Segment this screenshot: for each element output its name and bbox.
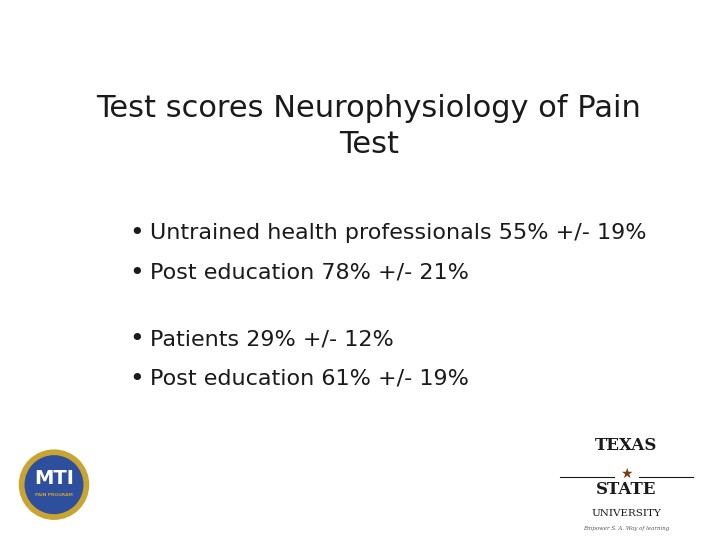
Text: ★: ★ <box>620 467 633 481</box>
Text: UNIVERSITY: UNIVERSITY <box>591 509 662 518</box>
Circle shape <box>25 456 83 514</box>
Text: •: • <box>129 367 144 391</box>
Text: •: • <box>129 221 144 245</box>
Text: •: • <box>129 261 144 285</box>
Text: Empower S. A. Way of learning: Empower S. A. Way of learning <box>583 525 670 530</box>
Text: Test scores Neurophysiology of Pain
Test: Test scores Neurophysiology of Pain Test <box>96 94 642 159</box>
Text: Post education 61% +/- 19%: Post education 61% +/- 19% <box>150 369 469 389</box>
Text: PAIN PROGRAM: PAIN PROGRAM <box>35 494 73 497</box>
Circle shape <box>19 450 89 519</box>
Text: Untrained health professionals 55% +/- 19%: Untrained health professionals 55% +/- 1… <box>150 223 647 243</box>
Text: Post education 78% +/- 21%: Post education 78% +/- 21% <box>150 262 469 283</box>
Text: •: • <box>129 327 144 351</box>
Text: TEXAS: TEXAS <box>595 437 657 454</box>
Text: STATE: STATE <box>596 481 657 497</box>
Text: Patients 29% +/- 12%: Patients 29% +/- 12% <box>150 329 394 349</box>
Text: MTI: MTI <box>34 469 74 488</box>
